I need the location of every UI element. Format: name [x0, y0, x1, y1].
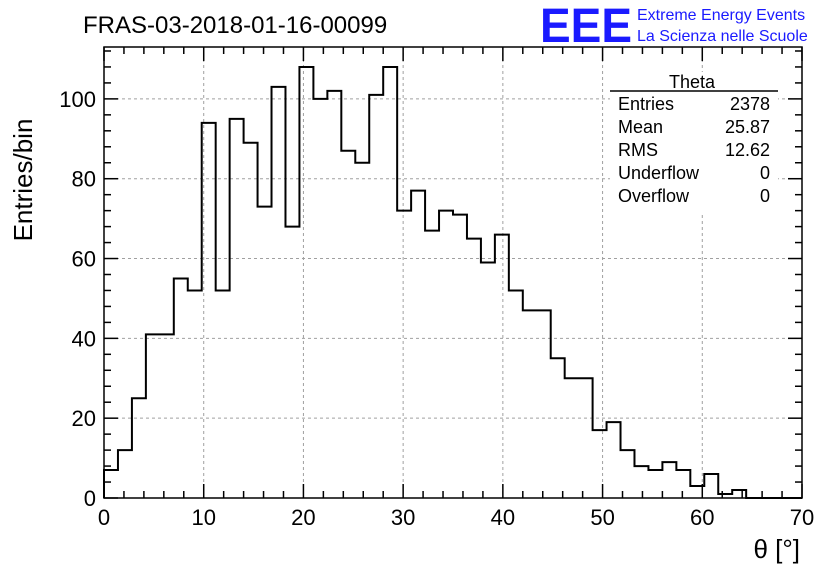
x-tick-label: 50 — [590, 505, 614, 530]
y-tick-labels: 0 20 40 60 80 100 — [59, 87, 96, 511]
x-tick-labels: 0 10 20 30 40 50 60 70 — [98, 505, 814, 530]
histogram-line — [103, 65, 802, 499]
stats-box-name: Theta — [669, 72, 716, 92]
y-tick-label: 60 — [72, 247, 96, 272]
grid-lines — [104, 47, 802, 498]
stats-box-background — [610, 72, 778, 212]
stats-row-label: Overflow — [618, 186, 690, 206]
x-tick-label: 0 — [98, 505, 110, 530]
y-axis-title: Entries/bin — [8, 119, 38, 242]
y-tick-label: 80 — [72, 167, 96, 192]
axis-ticks — [103, 47, 803, 499]
logo-line2-text: La Scienza nelle Scuole — [637, 28, 808, 45]
x-tick-label: 30 — [391, 505, 415, 530]
y-tick-label: 20 — [72, 406, 96, 431]
x-tick-label: 60 — [690, 505, 714, 530]
stats-row-label: Underflow — [618, 163, 700, 183]
y-tick-label: 0 — [84, 486, 96, 511]
x-tick-label: 40 — [491, 505, 515, 530]
y-tick-label: 100 — [59, 87, 96, 112]
x-tick-label: 10 — [191, 505, 215, 530]
stats-box-rows: Entries 2378 Mean 25.87 RMS 12.62 Underflow 0 Ov… — [618, 94, 770, 206]
logo-eee-text: EEE — [540, 0, 632, 53]
x-tick-label: 70 — [790, 505, 814, 530]
y-tick-label: 40 — [72, 326, 96, 351]
x-axis-title: θ [°] — [753, 534, 800, 564]
stats-row-value: 0 — [760, 186, 770, 206]
stats-row-label: Mean — [618, 117, 663, 137]
logo-line1-text: Extreme Energy Events — [637, 7, 805, 24]
stats-row-value: 0 — [760, 163, 770, 183]
stats-box: Theta Entries 2378 Mean 25.87 RMS 12.62 Underf… — [610, 72, 778, 212]
x-tick-label: 20 — [291, 505, 315, 530]
stats-row-label: RMS — [618, 140, 658, 160]
stats-row-label: Entries — [618, 94, 674, 114]
eee-logo: EEE Extreme Energy Events La Scienza nel… — [540, 0, 808, 53]
stats-row-value: 25.87 — [725, 117, 770, 137]
stats-row-value: 2378 — [730, 94, 770, 114]
chart-title: FRAS-03-2018-01-16-00099 — [83, 12, 387, 39]
plot-frame — [103, 46, 803, 499]
stats-row-value: 12.62 — [725, 140, 770, 160]
